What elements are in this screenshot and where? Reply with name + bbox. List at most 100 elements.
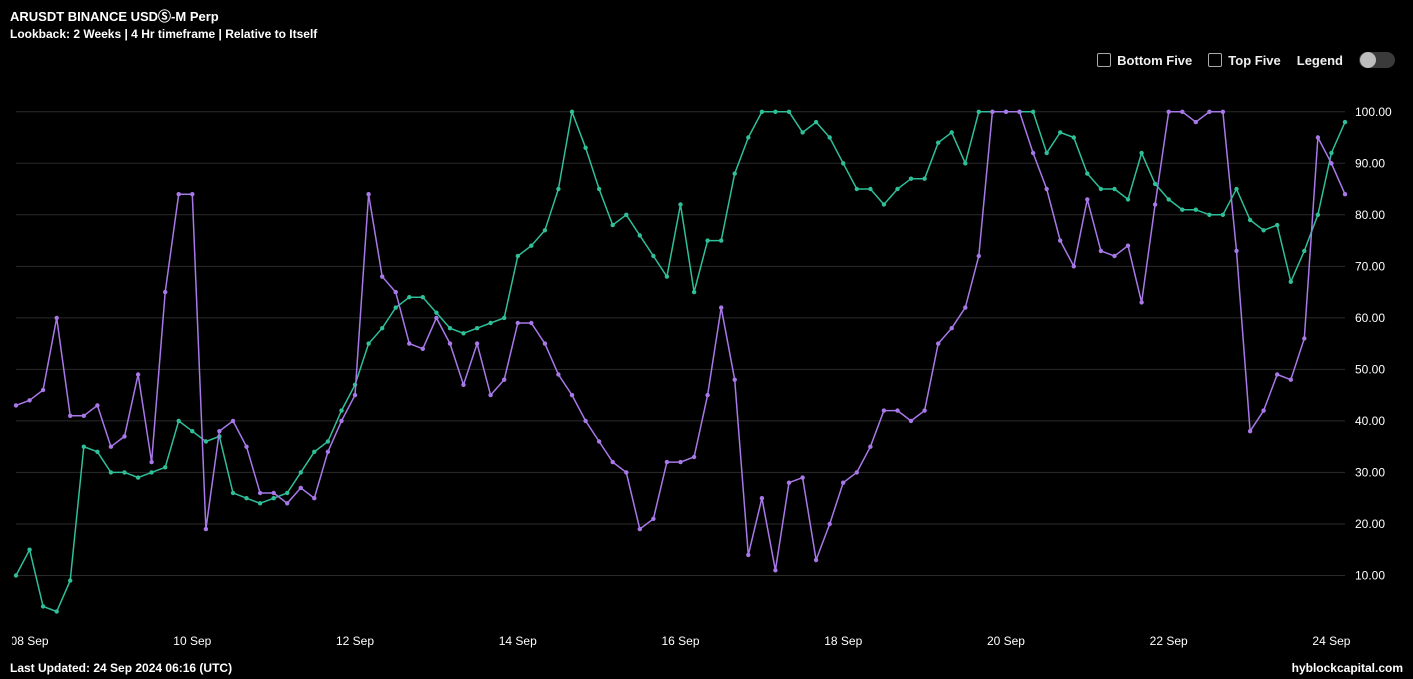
purple-series-point <box>82 414 86 418</box>
purple-series-point <box>583 419 587 423</box>
chart-title: ARUSDT BINANCE USDⓈ-M Perp <box>10 6 1403 25</box>
chart-subtitle: Lookback: 2 Weeks | 4 Hr timeframe | Rel… <box>10 27 1403 41</box>
purple-series-point <box>461 383 465 387</box>
purple-series-point <box>366 192 370 196</box>
green-series-point <box>977 110 981 114</box>
green-series-point <box>692 290 696 294</box>
purple-series-point <box>678 460 682 464</box>
green-series-point <box>570 110 574 114</box>
green-series-point <box>27 548 31 552</box>
y-axis-label: 30.00 <box>1355 465 1385 479</box>
green-series-point <box>55 609 59 613</box>
green-series-point <box>651 254 655 258</box>
x-axis-label: 24 Sep <box>1312 634 1350 648</box>
purple-series-point <box>299 486 303 490</box>
green-series-point <box>1302 249 1306 253</box>
purple-series-point <box>597 439 601 443</box>
purple-series-point <box>1343 192 1347 196</box>
purple-series-point <box>1167 110 1171 114</box>
green-series-point <box>922 177 926 181</box>
green-series-point <box>800 130 804 134</box>
purple-series-point <box>1180 110 1184 114</box>
green-series-point <box>556 187 560 191</box>
green-series-point <box>1289 280 1293 284</box>
green-series-point <box>272 496 276 500</box>
purple-series-point <box>977 254 981 258</box>
y-axis-label: 20.00 <box>1355 517 1385 531</box>
purple-series-point <box>448 341 452 345</box>
green-series-point <box>394 305 398 309</box>
green-series-point <box>1261 228 1265 232</box>
checkbox-icon <box>1208 53 1222 67</box>
green-series-point <box>244 496 248 500</box>
x-axis-label: 12 Sep <box>336 634 374 648</box>
x-axis-label: 22 Sep <box>1150 634 1188 648</box>
green-series-point <box>448 326 452 330</box>
green-series-point <box>299 470 303 474</box>
purple-series-point <box>733 378 737 382</box>
green-series-point <box>841 161 845 165</box>
purple-series-point <box>1139 300 1143 304</box>
green-series-point <box>68 578 72 582</box>
green-series-point <box>882 202 886 206</box>
purple-series-point <box>407 341 411 345</box>
green-series-point <box>122 470 126 474</box>
purple-series-point <box>1072 264 1076 268</box>
y-axis-label: 40.00 <box>1355 414 1385 428</box>
purple-series-point <box>814 558 818 562</box>
y-axis-label: 60.00 <box>1355 311 1385 325</box>
green-series-point <box>461 331 465 335</box>
purple-series-point <box>1085 197 1089 201</box>
purple-series-point <box>882 408 886 412</box>
green-series-point <box>705 238 709 242</box>
purple-series-point <box>272 491 276 495</box>
purple-series-point <box>258 491 262 495</box>
green-series-point <box>434 311 438 315</box>
purple-series-point <box>312 496 316 500</box>
green-series-point <box>1112 187 1116 191</box>
purple-series-point <box>800 475 804 479</box>
chart-area: 10.0020.0030.0040.0050.0060.0070.0080.00… <box>12 82 1401 657</box>
purple-series-point <box>353 393 357 397</box>
bottom-five-checkbox[interactable]: Bottom Five <box>1097 53 1192 68</box>
legend-toggle[interactable] <box>1359 52 1395 68</box>
purple-series-point <box>516 321 520 325</box>
purple-series-point <box>1153 202 1157 206</box>
top-five-checkbox[interactable]: Top Five <box>1208 53 1280 68</box>
purple-series-point <box>475 341 479 345</box>
green-series-point <box>1045 151 1049 155</box>
purple-series-point <box>339 419 343 423</box>
purple-series-point <box>828 522 832 526</box>
purple-series-point <box>163 290 167 294</box>
green-series-point <box>583 146 587 150</box>
green-series-point <box>488 321 492 325</box>
purple-series-point <box>1031 151 1035 155</box>
line-chart: 10.0020.0030.0040.0050.0060.0070.0080.00… <box>12 82 1401 657</box>
purple-series-point <box>1261 408 1265 412</box>
green-series-point <box>963 161 967 165</box>
green-series-point <box>516 254 520 258</box>
green-series-point <box>136 475 140 479</box>
purple-series-point <box>787 481 791 485</box>
green-series-point <box>475 326 479 330</box>
checkbox-icon <box>1097 53 1111 67</box>
purple-series-point <box>14 403 18 407</box>
x-axis-label: 10 Sep <box>173 634 211 648</box>
green-series-point <box>380 326 384 330</box>
green-series-point <box>678 202 682 206</box>
purple-series-point <box>936 341 940 345</box>
purple-series-point <box>231 419 235 423</box>
last-updated: Last Updated: 24 Sep 2024 06:16 (UTC) <box>10 661 232 675</box>
purple-series <box>16 112 1345 571</box>
green-series-point <box>1180 208 1184 212</box>
green-series <box>16 112 1345 612</box>
green-series-point <box>407 295 411 299</box>
purple-series-point <box>285 501 289 505</box>
purple-series-point <box>529 321 533 325</box>
purple-series-point <box>1275 372 1279 376</box>
green-series-point <box>1207 213 1211 217</box>
purple-series-point <box>1221 110 1225 114</box>
purple-series-point <box>773 568 777 572</box>
green-series-point <box>787 110 791 114</box>
brand-link[interactable]: hyblockcapital.com <box>1292 661 1403 675</box>
